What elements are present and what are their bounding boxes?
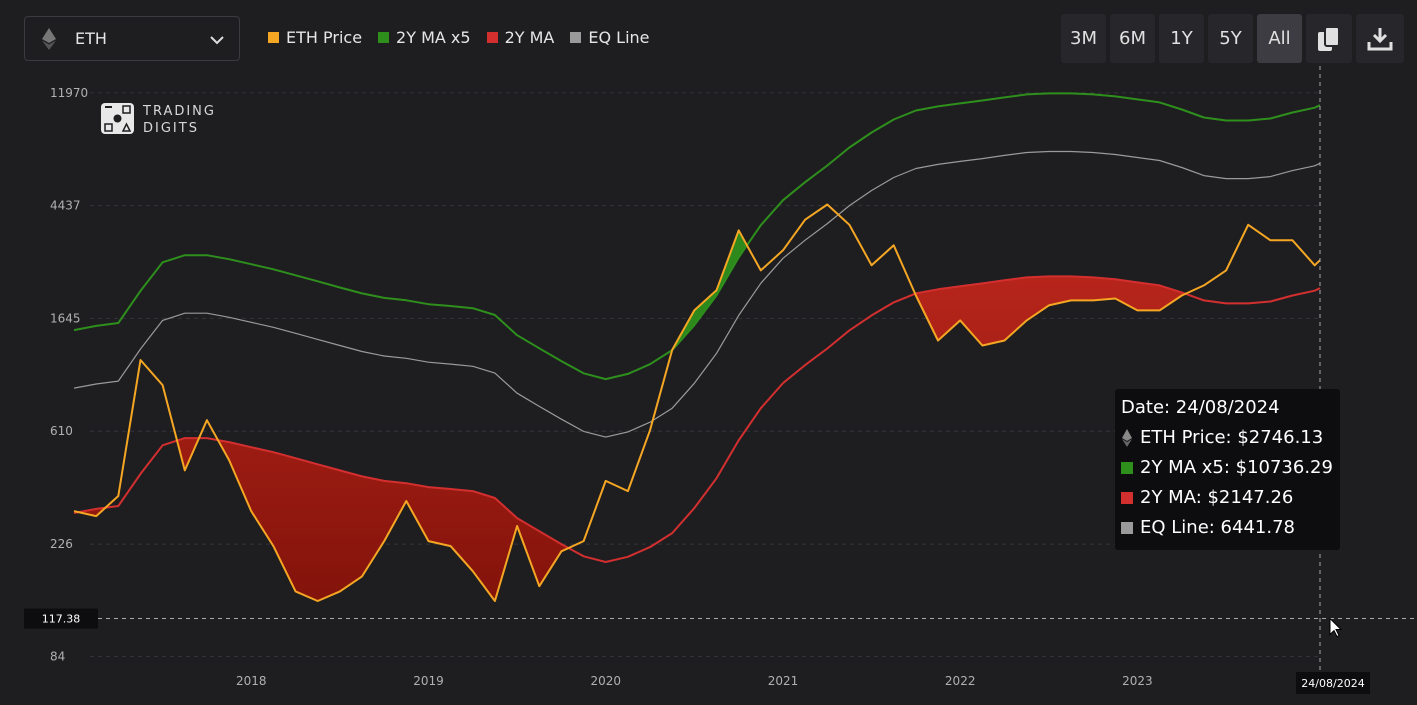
legend-swatch [570,32,582,43]
x-tick-label: 2023 [1122,674,1153,688]
download-icon [1367,27,1393,50]
legend-item: EQ Line [570,28,650,47]
copy-button[interactable] [1306,14,1352,63]
legend-swatch [378,32,390,43]
x-tick-label: 2022 [945,674,976,688]
legend-swatch [486,32,498,43]
tooltip-row: EQ Line: 6441.78 [1121,517,1295,538]
tooltip-text: ETH Price: $2746.13 [1140,427,1324,448]
legend-label: 2Y MA [504,28,555,47]
asset-dropdown[interactable]: ETH [24,16,240,61]
legend: ETH Price 2Y MA x5 2Y MA EQ Line [268,28,650,47]
series-line [73,203,1321,602]
x-tick-label: 2020 [590,674,621,688]
range-button[interactable]: 5Y [1208,14,1253,63]
y-tick-label: 226 [50,537,73,551]
logo-text: TRADING [142,104,216,119]
logo: TRADING DIGITS [101,103,216,136]
x-tick-label: 2018 [236,674,267,688]
crosshair-y-label-bg [24,608,98,629]
range-button[interactable]: All [1257,14,1302,63]
tooltip-text: 2Y MA x5: $10736.29 [1140,457,1333,478]
range-button[interactable]: 3M [1061,14,1106,63]
x-tick-label: 2019 [413,674,444,688]
range-buttons: 3M 6M 1Y 5Y All [1061,14,1404,63]
y-tick-label: 610 [50,424,73,438]
download-button[interactable] [1356,14,1404,63]
series-line [73,92,1321,381]
legend-item: 2Y MA [486,28,555,47]
range-button[interactable]: 6M [1110,14,1155,63]
tooltip-text: 2Y MA: $2147.26 [1140,487,1294,508]
legend-label: 2Y MA x5 [396,28,471,47]
legend-swatch [268,32,279,43]
tooltip-swatch [1121,461,1133,474]
crosshair-y-label: 117.38 [42,613,81,626]
crosshair-x-label: 24/08/2024 [1301,677,1364,690]
tooltip-row: 2Y MA x5: $10736.29 [1121,457,1333,478]
legend-item: ETH Price [268,28,362,47]
tooltip-title: Date: 24/08/2024 [1121,397,1280,418]
crosshair-x-label-bg [1296,672,1370,694]
eth-icon [42,28,56,50]
cursor [1329,617,1343,638]
tooltip-swatch [1121,521,1133,534]
copy-icon [1318,25,1340,51]
logo-text: DIGITS [143,121,199,136]
y-tick-label: 11970 [50,86,88,100]
y-tick-label: 4437 [50,199,81,213]
tooltip-row: 2Y MA: $2147.26 [1121,487,1293,508]
tooltip-text: EQ Line: 6441.78 [1140,517,1295,538]
legend-label: EQ Line [588,28,650,47]
y-tick-label: 84 [50,650,65,664]
eth-icon [1122,428,1132,447]
asset-name: ETH [75,29,107,48]
series-line [73,150,1321,438]
tooltip: Date: 24/08/2024 ETH Price: $2746.13 2Y M… [1115,389,1340,550]
range-button[interactable]: 1Y [1159,14,1204,63]
legend-item: 2Y MA x5 [378,28,471,47]
legend-label: ETH Price [286,28,363,47]
tooltip-swatch [1121,491,1133,504]
chevron [210,36,224,45]
tooltip-row: ETH Price: $2746.13 [1121,427,1323,448]
series-line [73,275,1321,563]
y-tick-label: 1645 [50,311,81,325]
x-tick-label: 2021 [768,674,799,688]
